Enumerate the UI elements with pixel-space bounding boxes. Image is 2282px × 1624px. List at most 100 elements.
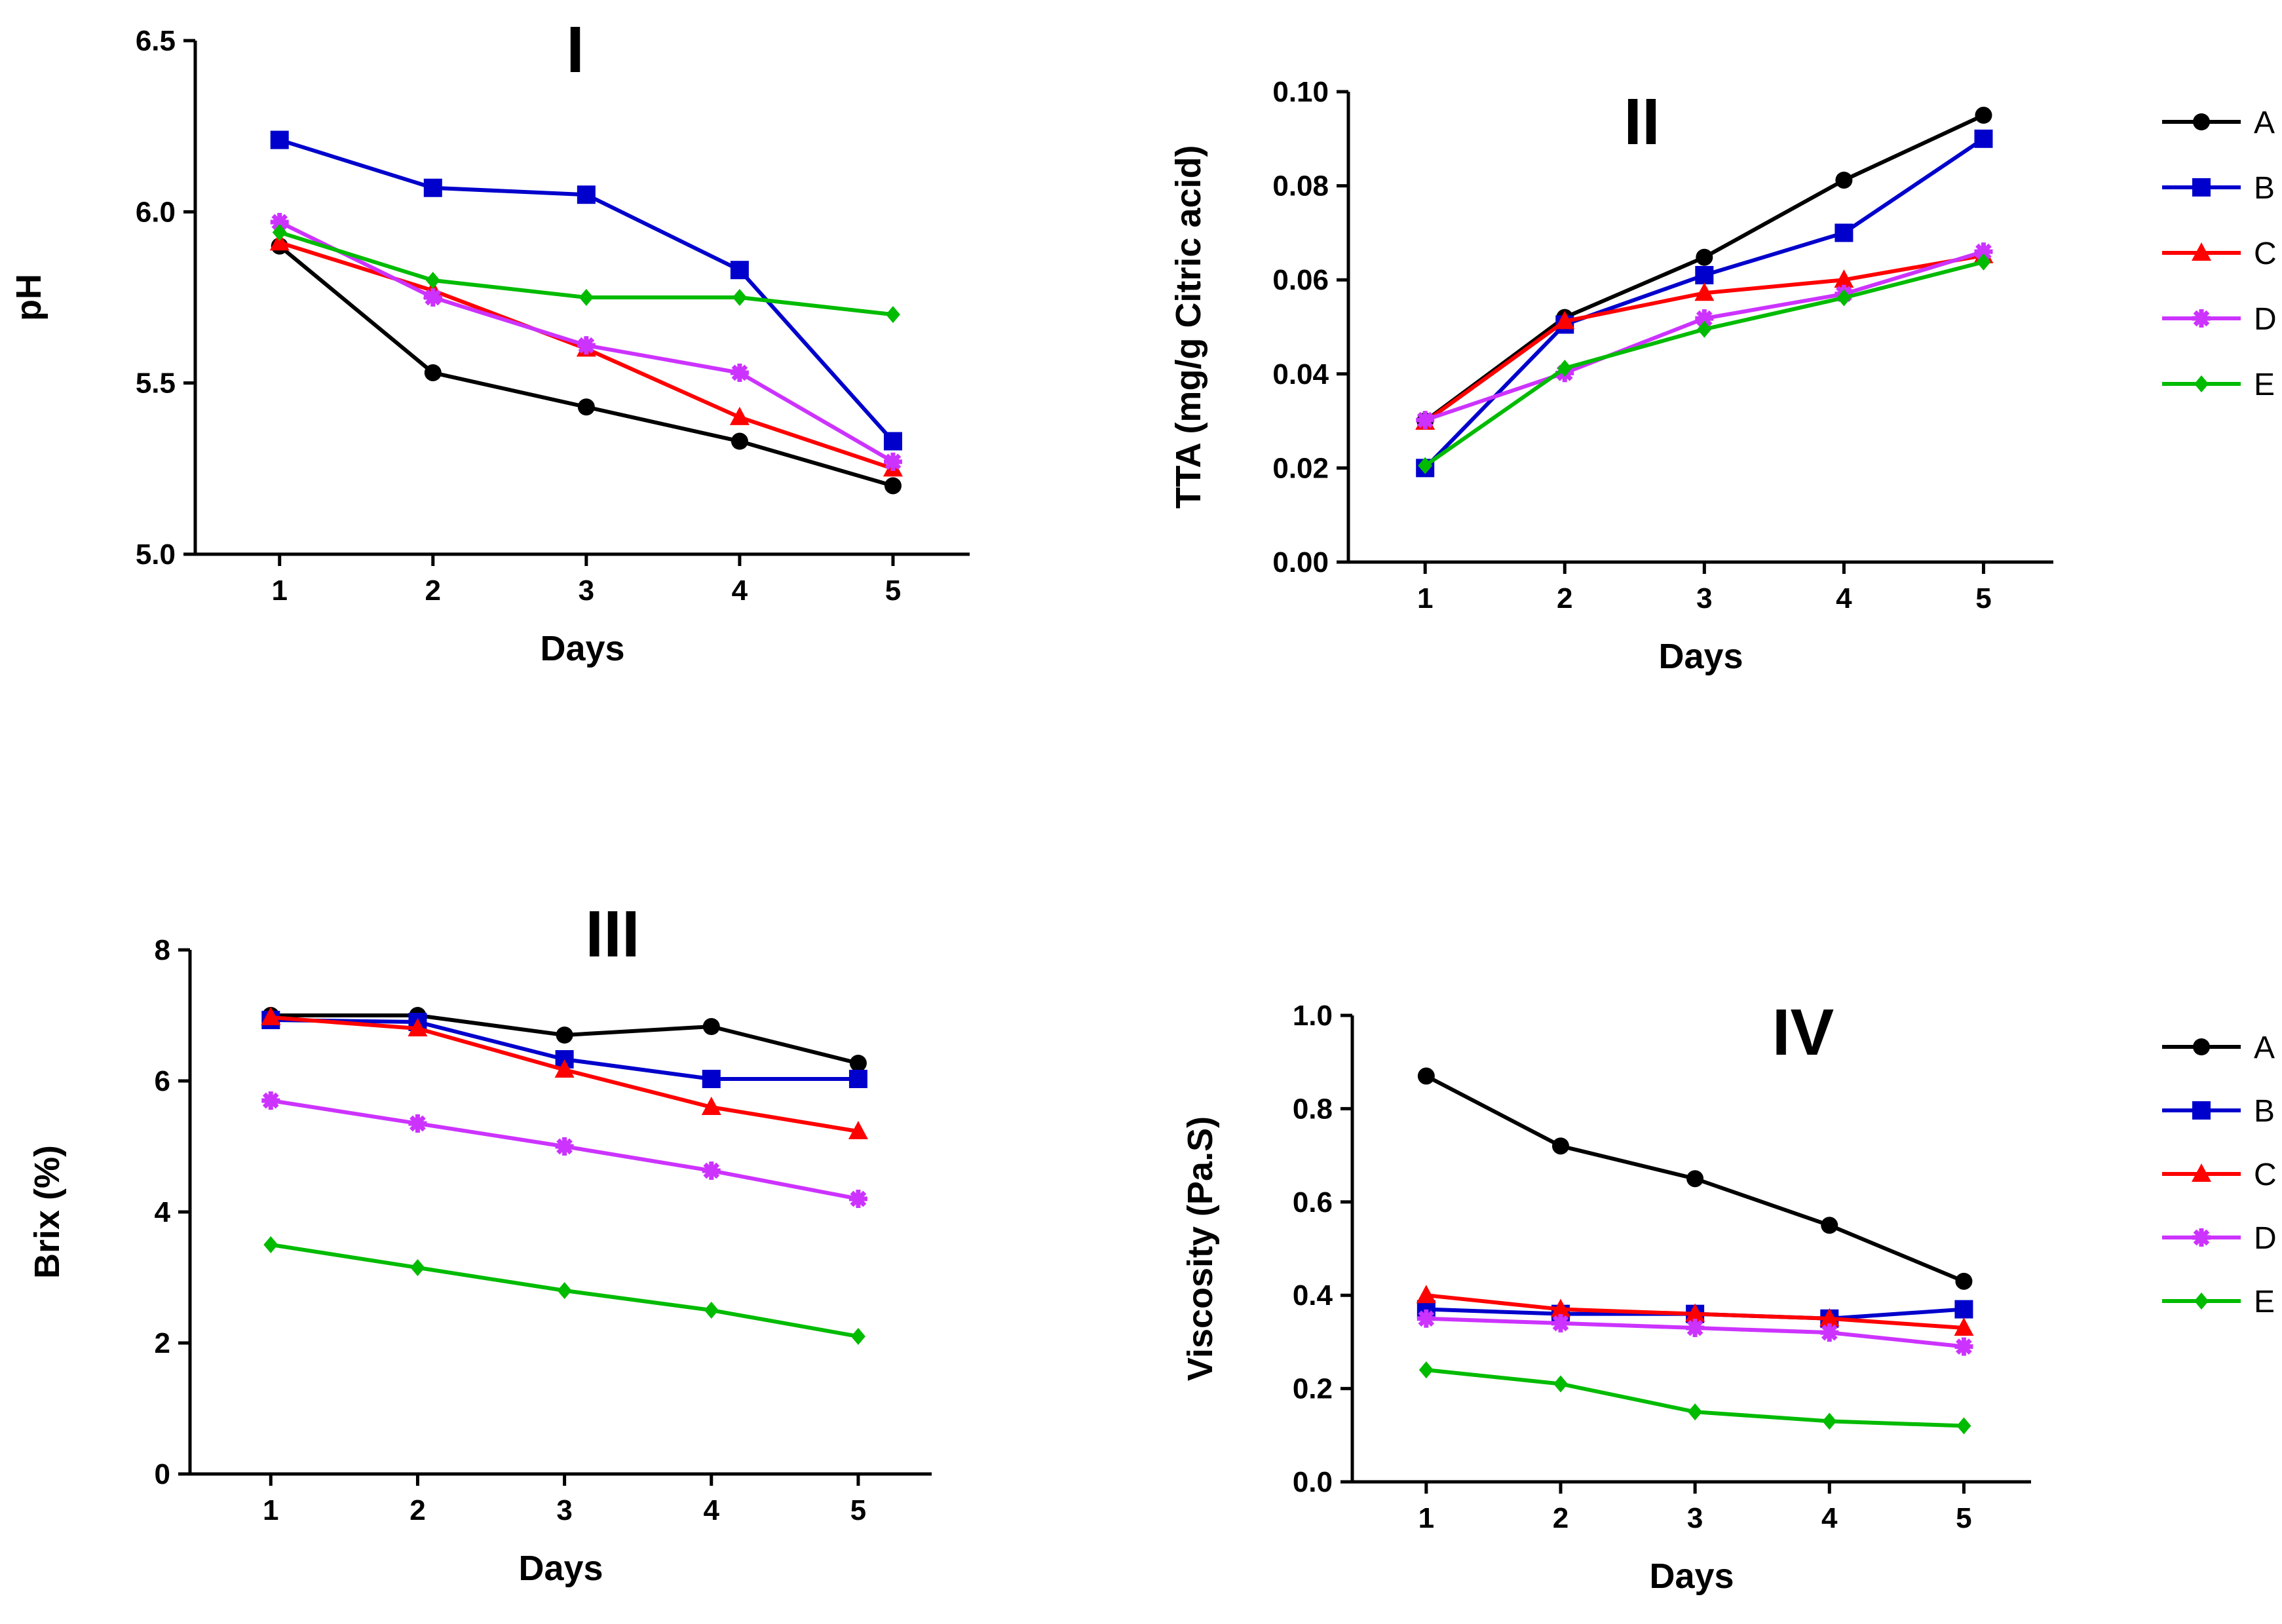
data-point-A [424,364,442,381]
data-point-D [702,1161,721,1180]
series-line-A [278,244,894,488]
data-point-D-stroke [409,1115,426,1132]
data-point-B [883,432,902,451]
y-tick-label: 0.6 [1293,1186,1333,1218]
y-tick-label: 0.02 [1272,452,1329,484]
x-tick-label: 5 [850,1494,866,1526]
series-A [271,237,902,495]
data-point-D-stroke [1418,1310,1435,1327]
legend-marker-D [2192,1228,2211,1247]
data-point-C [1834,269,1854,288]
x-tick-label: 3 [1687,1502,1703,1534]
data-point-A [1955,1272,1973,1290]
y-tick-label: 0.4 [1293,1279,1333,1312]
series-E [263,1236,865,1345]
data-point-E [1976,253,1991,271]
x-axis-title: Days [1658,637,1743,676]
data-point-D [1820,1323,1839,1342]
data-point-D [730,363,749,382]
x-tick-label: 3 [556,1494,572,1526]
data-point-A [577,398,595,416]
legend-marker-C [2192,1163,2211,1182]
x-tick-label: 2 [1553,1502,1569,1534]
data-point-C [1416,1285,1436,1304]
y-tick-label: 5.5 [136,368,176,400]
data-point-D-stroke [1417,411,1434,428]
y-axis-title: Viscosity (Pa.S) [1181,1116,1220,1381]
data-point-D [1954,1337,1973,1356]
data-point-D-stroke [850,1190,867,1207]
panel-i: 5.0 5.5 6.0 6.5 1 2 3 4 5 Days pH I [9,13,970,668]
data-point-E [425,271,440,289]
data-point-B [1695,266,1714,285]
x-tick-label: 2 [409,1494,425,1526]
series-D [270,213,902,471]
series-B [1416,129,1993,478]
data-point-D [270,213,289,232]
legend-marker-E [2194,1293,2209,1310]
data-point-D-stroke [1821,1324,1838,1341]
series-E [1418,253,1991,474]
y-tick-label: 0.04 [1272,358,1329,390]
data-point-C [269,232,290,251]
data-point-D-stroke [1686,1319,1703,1336]
legend-label-D: D [2254,1221,2277,1256]
data-point-D [555,1137,574,1156]
y-tick-label: 6.0 [136,196,176,228]
series-E [272,223,900,324]
legend-label-A: A [2254,105,2275,140]
series-A [1417,1067,1973,1290]
legend-label-B: B [2254,1094,2275,1129]
x-axis-title: Days [1649,1557,1734,1596]
y-axis-title: TTA (mg/g Citric acid) [1169,145,1208,508]
y-tick-label: 0.8 [1293,1093,1333,1125]
data-point-D [577,336,596,355]
data-point-D-stroke [271,214,288,231]
data-point-A [731,432,748,450]
series-C [261,1007,868,1139]
data-point-D-stroke [731,364,748,381]
legend-label-E: E [2254,1285,2275,1319]
panel-label: IV [1772,996,1835,1069]
data-point-E [1418,1361,1434,1379]
y-axis-title: Brix (%) [28,1145,67,1279]
data-point-E [850,1328,865,1345]
data-point-C [1694,282,1715,301]
x-tick-label: 4 [732,575,748,607]
data-point-C [848,1121,868,1139]
x-tick-label: 2 [425,575,441,607]
legend-marker-D-stroke [2193,1229,2210,1246]
x-tick-label: 3 [1696,582,1712,614]
data-point-E [263,1236,278,1253]
data-point-E [1697,320,1712,338]
series-line-B [1424,137,1985,470]
panel-ii: 0.00 0.02 0.04 0.06 0.08 0.10 1 2 3 4 5 Days TTA (mg… [1169,76,2277,676]
y-tick-label: 5.0 [136,538,176,571]
data-point-D [1416,411,1435,430]
data-point-D [408,1114,427,1133]
x-tick-label: 4 [1836,582,1852,614]
data-point-C [261,1007,281,1025]
data-point-D [423,288,442,307]
data-point-D-stroke [556,1138,573,1155]
y-tick-label: 8 [155,934,170,966]
panel-label: II [1624,85,1660,159]
x-tick-label: 5 [1956,1502,1971,1534]
data-point-A [1686,1170,1704,1188]
data-point-A [849,1055,867,1072]
data-point-E [885,306,900,324]
data-point-E [1557,360,1572,377]
x-tick-label: 5 [1975,582,1991,614]
data-point-C [729,406,750,425]
x-tick-label: 1 [263,1494,278,1526]
data-point-C [1819,1308,1840,1327]
legend-marker-D [2192,309,2211,328]
legend-marker-D-stroke [2193,310,2210,327]
data-point-A [884,477,902,495]
data-point-B [423,178,442,197]
panel-label: III [585,897,639,971]
data-point-E [1836,289,1852,307]
x-tick-label: 1 [1417,582,1433,614]
